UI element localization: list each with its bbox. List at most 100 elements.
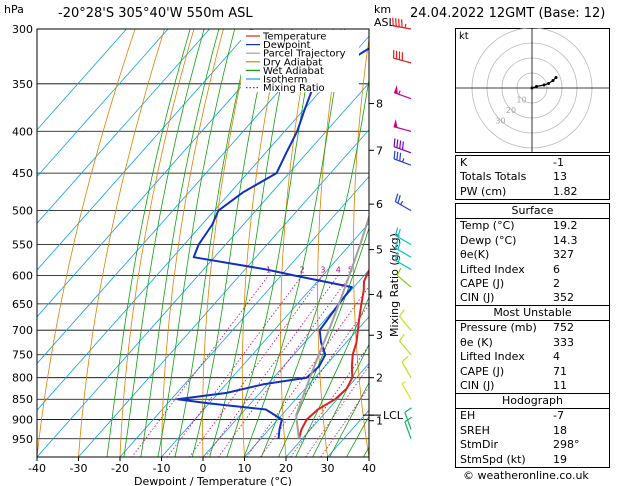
wet-adiabat: [191, 29, 272, 457]
x-tick-label: -10: [153, 462, 171, 475]
wind-barb: [404, 407, 413, 430]
mixing-ratio-label: 2: [300, 265, 305, 274]
wind-barb: [401, 355, 412, 378]
hodograph-frame: [455, 28, 610, 153]
wet-adiabat: [140, 29, 220, 457]
mixing-ratio-label: 8: [374, 265, 379, 274]
index-row-pw: PW (cm) 1.82: [460, 184, 578, 198]
barb-shaft: [404, 412, 412, 430]
barb-full: [394, 240, 399, 249]
temperature-line: [297, 268, 369, 440]
isotherm-line: [285, 362, 369, 457]
barb-full: [398, 309, 405, 317]
dry-adiabat: [119, 29, 195, 457]
barb-full: [394, 252, 399, 261]
hodograph-point: [547, 82, 550, 85]
wind-barb: [394, 227, 412, 245]
x-tick-label: 30: [321, 462, 335, 475]
mixing-ratio-axis-label: Mixing Ratio (g/kg): [388, 233, 401, 337]
barb-full: [399, 140, 402, 149]
barb-half: [398, 90, 401, 95]
most-unstable-table: Most Unstable Pressure (mb) 752 θe (K) 333…: [455, 305, 610, 395]
mu-row: Pressure (mb) 752: [460, 321, 574, 335]
surface-row: CIN (J) 352: [460, 291, 574, 305]
legend-entry: Wet Adiabat: [263, 66, 324, 77]
plot-area: 1 2 3 4 5 8 10 16 20 25: [37, 29, 423, 457]
dewpoint-line: [176, 47, 369, 439]
pressure-tick-label: 550: [12, 238, 33, 251]
hodo-row: StmDir 298°: [460, 438, 580, 452]
pressure-tick-label: 800: [12, 372, 33, 385]
barb-full: [392, 17, 394, 26]
barb-full: [393, 150, 396, 160]
barb-shaft: [404, 421, 412, 439]
isotherm-line: [37, 29, 211, 224]
km-tick-label: 1: [376, 415, 383, 428]
hodograph-point: [535, 85, 538, 88]
mixing-ratio-line: [188, 275, 324, 457]
pressure-tick-label: 950: [12, 433, 33, 446]
wet-adiabat: [278, 226, 369, 457]
barb-full: [400, 19, 403, 28]
km-tick-label: 3: [376, 329, 383, 342]
wind-barb: [393, 49, 412, 64]
hodo-row: StmSpd (kt) 19: [460, 452, 567, 466]
mixing-ratio-line: [131, 275, 269, 457]
km-tick-label: LCL: [383, 409, 404, 422]
wet-adiabat: [312, 343, 369, 457]
hodograph-table: Hodograph EH -7 SREH 18 StmDir 298° StmSpd …: [455, 393, 610, 469]
mixing-ratio-label: 16: [413, 265, 423, 274]
wind-barb: [393, 150, 412, 166]
isotherm-line: [37, 29, 128, 131]
mu-row: CIN (J) 11: [460, 379, 567, 393]
km-tick-label: 8: [376, 98, 383, 111]
km-tick-label: 4: [376, 288, 383, 301]
wind-barb: [401, 381, 412, 400]
barb-shaft: [393, 91, 412, 100]
barb-full: [397, 195, 401, 204]
dry-adiabat: [202, 29, 254, 457]
barb-half: [401, 381, 406, 385]
wind-barb: [398, 333, 412, 356]
hodograph-ring-label: 10: [516, 96, 526, 105]
mixing-ratio-line: [320, 386, 369, 457]
barb-shaft: [393, 126, 412, 132]
index-row-k: K -1: [460, 156, 564, 169]
wet-adiabat: [226, 29, 318, 457]
pressure-tick-label: 850: [12, 393, 33, 406]
barb-full: [394, 193, 399, 202]
mixing-ratio-label: 3: [320, 265, 325, 274]
wet-adiabat: [329, 381, 369, 457]
x-tick-label: -30: [70, 462, 88, 475]
mixing-ratio-line: [205, 275, 339, 457]
mixing-ratio-line: [246, 285, 369, 457]
surface-row: CAPE (J) 2: [460, 277, 560, 291]
barb-full: [401, 355, 409, 363]
wind-barb: [404, 416, 413, 439]
barb-shaft: [401, 383, 412, 400]
pressure-tick-label: 750: [12, 349, 33, 362]
wind-barb: [393, 138, 412, 154]
barb-half: [400, 200, 404, 205]
dry-adiabat: [161, 29, 224, 457]
wet-adiabat: [157, 29, 236, 457]
wet-adiabat: [295, 296, 369, 457]
barb-full: [396, 151, 399, 161]
pressure-tick-label: 700: [12, 324, 33, 337]
legend-entry: Dry Adiabat: [263, 57, 322, 68]
x-tick-label: 20: [279, 462, 293, 475]
legend-entry: Temperature: [262, 32, 326, 43]
mu-row: θe (K) 333: [460, 335, 574, 349]
index-row-totals: Totals Totals 13: [460, 170, 567, 184]
hodograph-table-title: Hodograph: [502, 394, 563, 407]
barb-full: [396, 139, 399, 148]
km-tick-label: 6: [376, 198, 383, 211]
legend-entry: Parcel Trajectory: [263, 49, 346, 60]
km-axis-label: km: [374, 3, 391, 16]
hodograph-point: [542, 83, 546, 87]
surface-row: Temp (°C) 19.2: [460, 219, 578, 233]
pressure-tick-label: 650: [12, 298, 33, 311]
wind-barb: [396, 267, 412, 288]
wind-barb: [398, 309, 412, 331]
